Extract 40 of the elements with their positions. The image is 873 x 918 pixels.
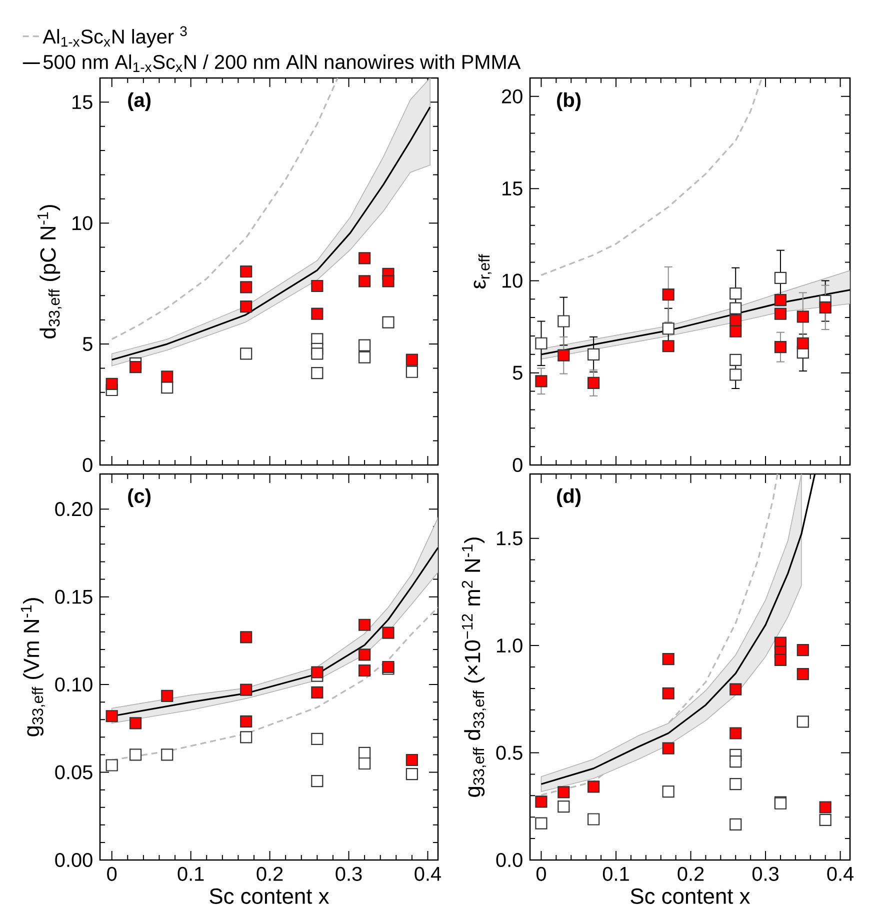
y-tick-label: 0.15 xyxy=(55,590,92,604)
y-tick-label: 0.10 xyxy=(55,677,92,692)
text: (b) xyxy=(557,92,580,111)
y-tick-label: 0.0 xyxy=(496,852,522,868)
y-tick-label: 15 xyxy=(502,182,522,196)
y-tick-label: 0.05 xyxy=(55,765,92,780)
y-tick-label: 20 xyxy=(502,89,522,104)
x-tick-label: 0.1 xyxy=(178,866,204,881)
y-tick-label: 5 xyxy=(512,366,522,380)
y-axis-title: d$_{33,eff}$ (pC N$^{-1}$) xyxy=(38,205,62,338)
text: (a) xyxy=(128,92,150,111)
y-tick-label: 1.5 xyxy=(496,531,522,546)
x-tick-label: 0.4 xyxy=(414,866,442,881)
x-tick-label: 0.4 xyxy=(827,866,854,881)
x-axis-title: Sc content x xyxy=(630,888,750,904)
y-tick-label: 0 xyxy=(82,458,92,472)
text: (d) xyxy=(557,488,580,507)
x-tick-label: 0.2 xyxy=(678,866,704,881)
x-tick-label: 0 xyxy=(536,866,546,881)
legend-label: 500 nm Al$_{1-x}$Sc$_{x}$N / 200 nm AlN nanowires with PMMA xyxy=(43,54,521,72)
y-axis-title: ε$_{r,eff}$ xyxy=(474,254,492,289)
y-tick-label: 10 xyxy=(72,216,92,230)
y-tick-label: 0 xyxy=(512,458,522,472)
y-tick-label: 10 xyxy=(502,274,522,288)
legend-label: Al$_{1-x}$Sc$_{x}$N layer $^{3}$ xyxy=(42,26,187,48)
y-axis-title: g$_{33,eff}$ (Vm N$^{-1}$) xyxy=(20,598,45,736)
x-tick-label: 0.3 xyxy=(752,866,778,881)
y-tick-label: 5 xyxy=(82,337,92,351)
x-tick-label: 0.1 xyxy=(602,866,629,881)
y-tick-label: 1.0 xyxy=(496,638,522,653)
x-tick-label: 0.3 xyxy=(336,866,362,881)
text: (c) xyxy=(128,488,150,507)
y-tick-label: 15 xyxy=(72,95,92,110)
y-tick-label: 0.00 xyxy=(55,852,92,868)
x-axis-title: Sc content x xyxy=(210,888,330,904)
x-tick-label: 0 xyxy=(107,866,117,881)
y-tick-label: 0.20 xyxy=(55,502,92,516)
y-tick-label: 0.5 xyxy=(496,746,522,760)
text: g$_{33,eff}$ d$_{33,eff}$ (×10$^{−12}$ m$^{2}$ N$^{-1}$) xyxy=(462,538,486,797)
x-tick-label: 0.2 xyxy=(256,866,283,881)
